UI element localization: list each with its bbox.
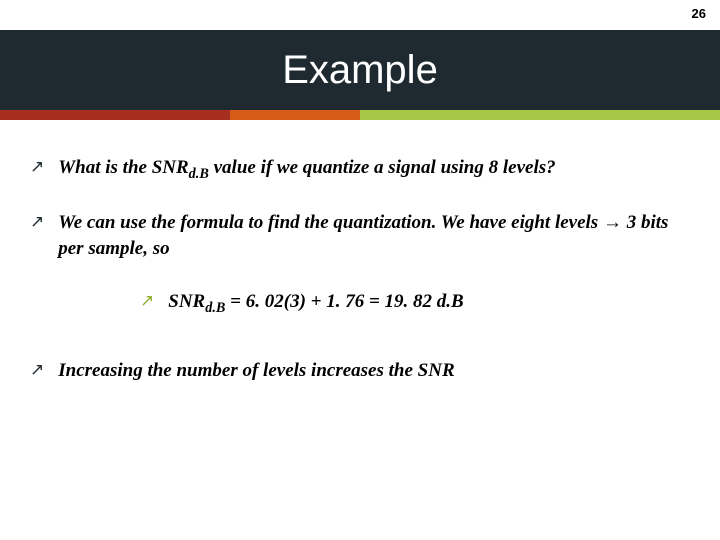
bullet-text: We can use the formula to find the quant…: [58, 210, 690, 261]
arrow-icon: ↗: [30, 358, 44, 382]
arrow-icon: ↗: [30, 210, 44, 234]
slide-body: ↗ What is the SNRd.B value if we quantize…: [30, 155, 690, 410]
slide-title: Example: [282, 48, 438, 93]
color-segment: [0, 110, 230, 120]
title-band: Example: [0, 30, 720, 110]
bullet-text: SNRd.B = 6. 02(3) + 1. 76 = 19. 82 d.B: [168, 289, 463, 318]
bullet-item: ↗ SNRd.B = 6. 02(3) + 1. 76 = 19. 82 d.B: [140, 289, 690, 318]
bullet-text: What is the SNRd.B value if we quantize …: [58, 155, 555, 184]
bullet-text: Increasing the number of levels increase…: [58, 358, 454, 384]
accent-color-bar: [0, 110, 720, 120]
bullet-item: ↗ We can use the formula to find the quan…: [30, 210, 690, 261]
arrow-icon: ↗: [30, 155, 44, 179]
bullet-item: ↗ Increasing the number of levels increas…: [30, 358, 690, 384]
page-number: 26: [692, 6, 706, 21]
arrow-icon: ↗: [140, 289, 154, 313]
color-segment: [360, 110, 720, 120]
color-segment: [230, 110, 360, 120]
bullet-item: ↗ What is the SNRd.B value if we quantize…: [30, 155, 690, 184]
